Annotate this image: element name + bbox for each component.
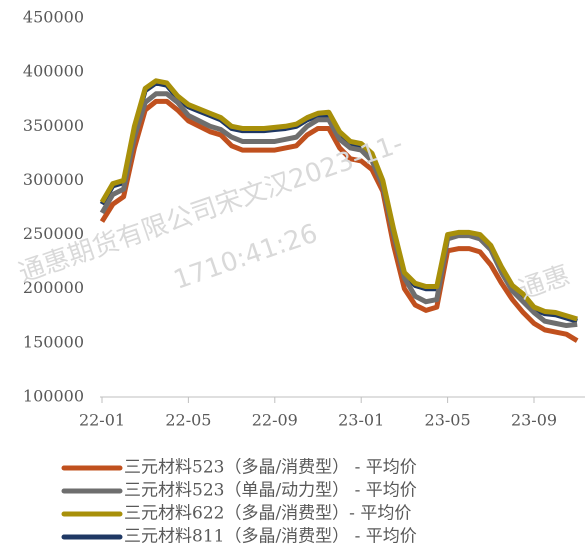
y-tick-label: 200000 [23,278,84,297]
y-tick-label: 300000 [23,170,84,189]
y-tick-label: 400000 [23,62,84,81]
legend-label: 三元材料523（多晶/消费型） - 平均价 [124,458,417,478]
series-line [99,98,579,343]
y-tick-label: 100000 [23,387,84,406]
y-tick-label: 150000 [23,332,84,351]
watermark: 通惠 [515,260,574,305]
series-line [99,78,578,322]
x-tick-label: 22-09 [252,411,298,430]
legend-label: 三元材料622（多晶/消费型）- 平均价 [124,504,411,524]
x-tick-label: 23-05 [425,411,471,430]
legend-label: 三元材料811（多晶/消费型） - 平均价 [124,527,417,547]
y-tick-label: 450000 [23,8,84,27]
x-tick-label: 23-09 [511,411,557,430]
y-tick-label: 350000 [23,116,84,135]
x-tick-label: 22-05 [165,411,211,430]
x-tick-label: 22-01 [79,411,125,430]
x-tick-label: 23-01 [338,411,384,430]
y-tick-label: 250000 [23,224,84,243]
legend-label: 三元材料523（单晶/动力型） - 平均价 [124,481,417,501]
